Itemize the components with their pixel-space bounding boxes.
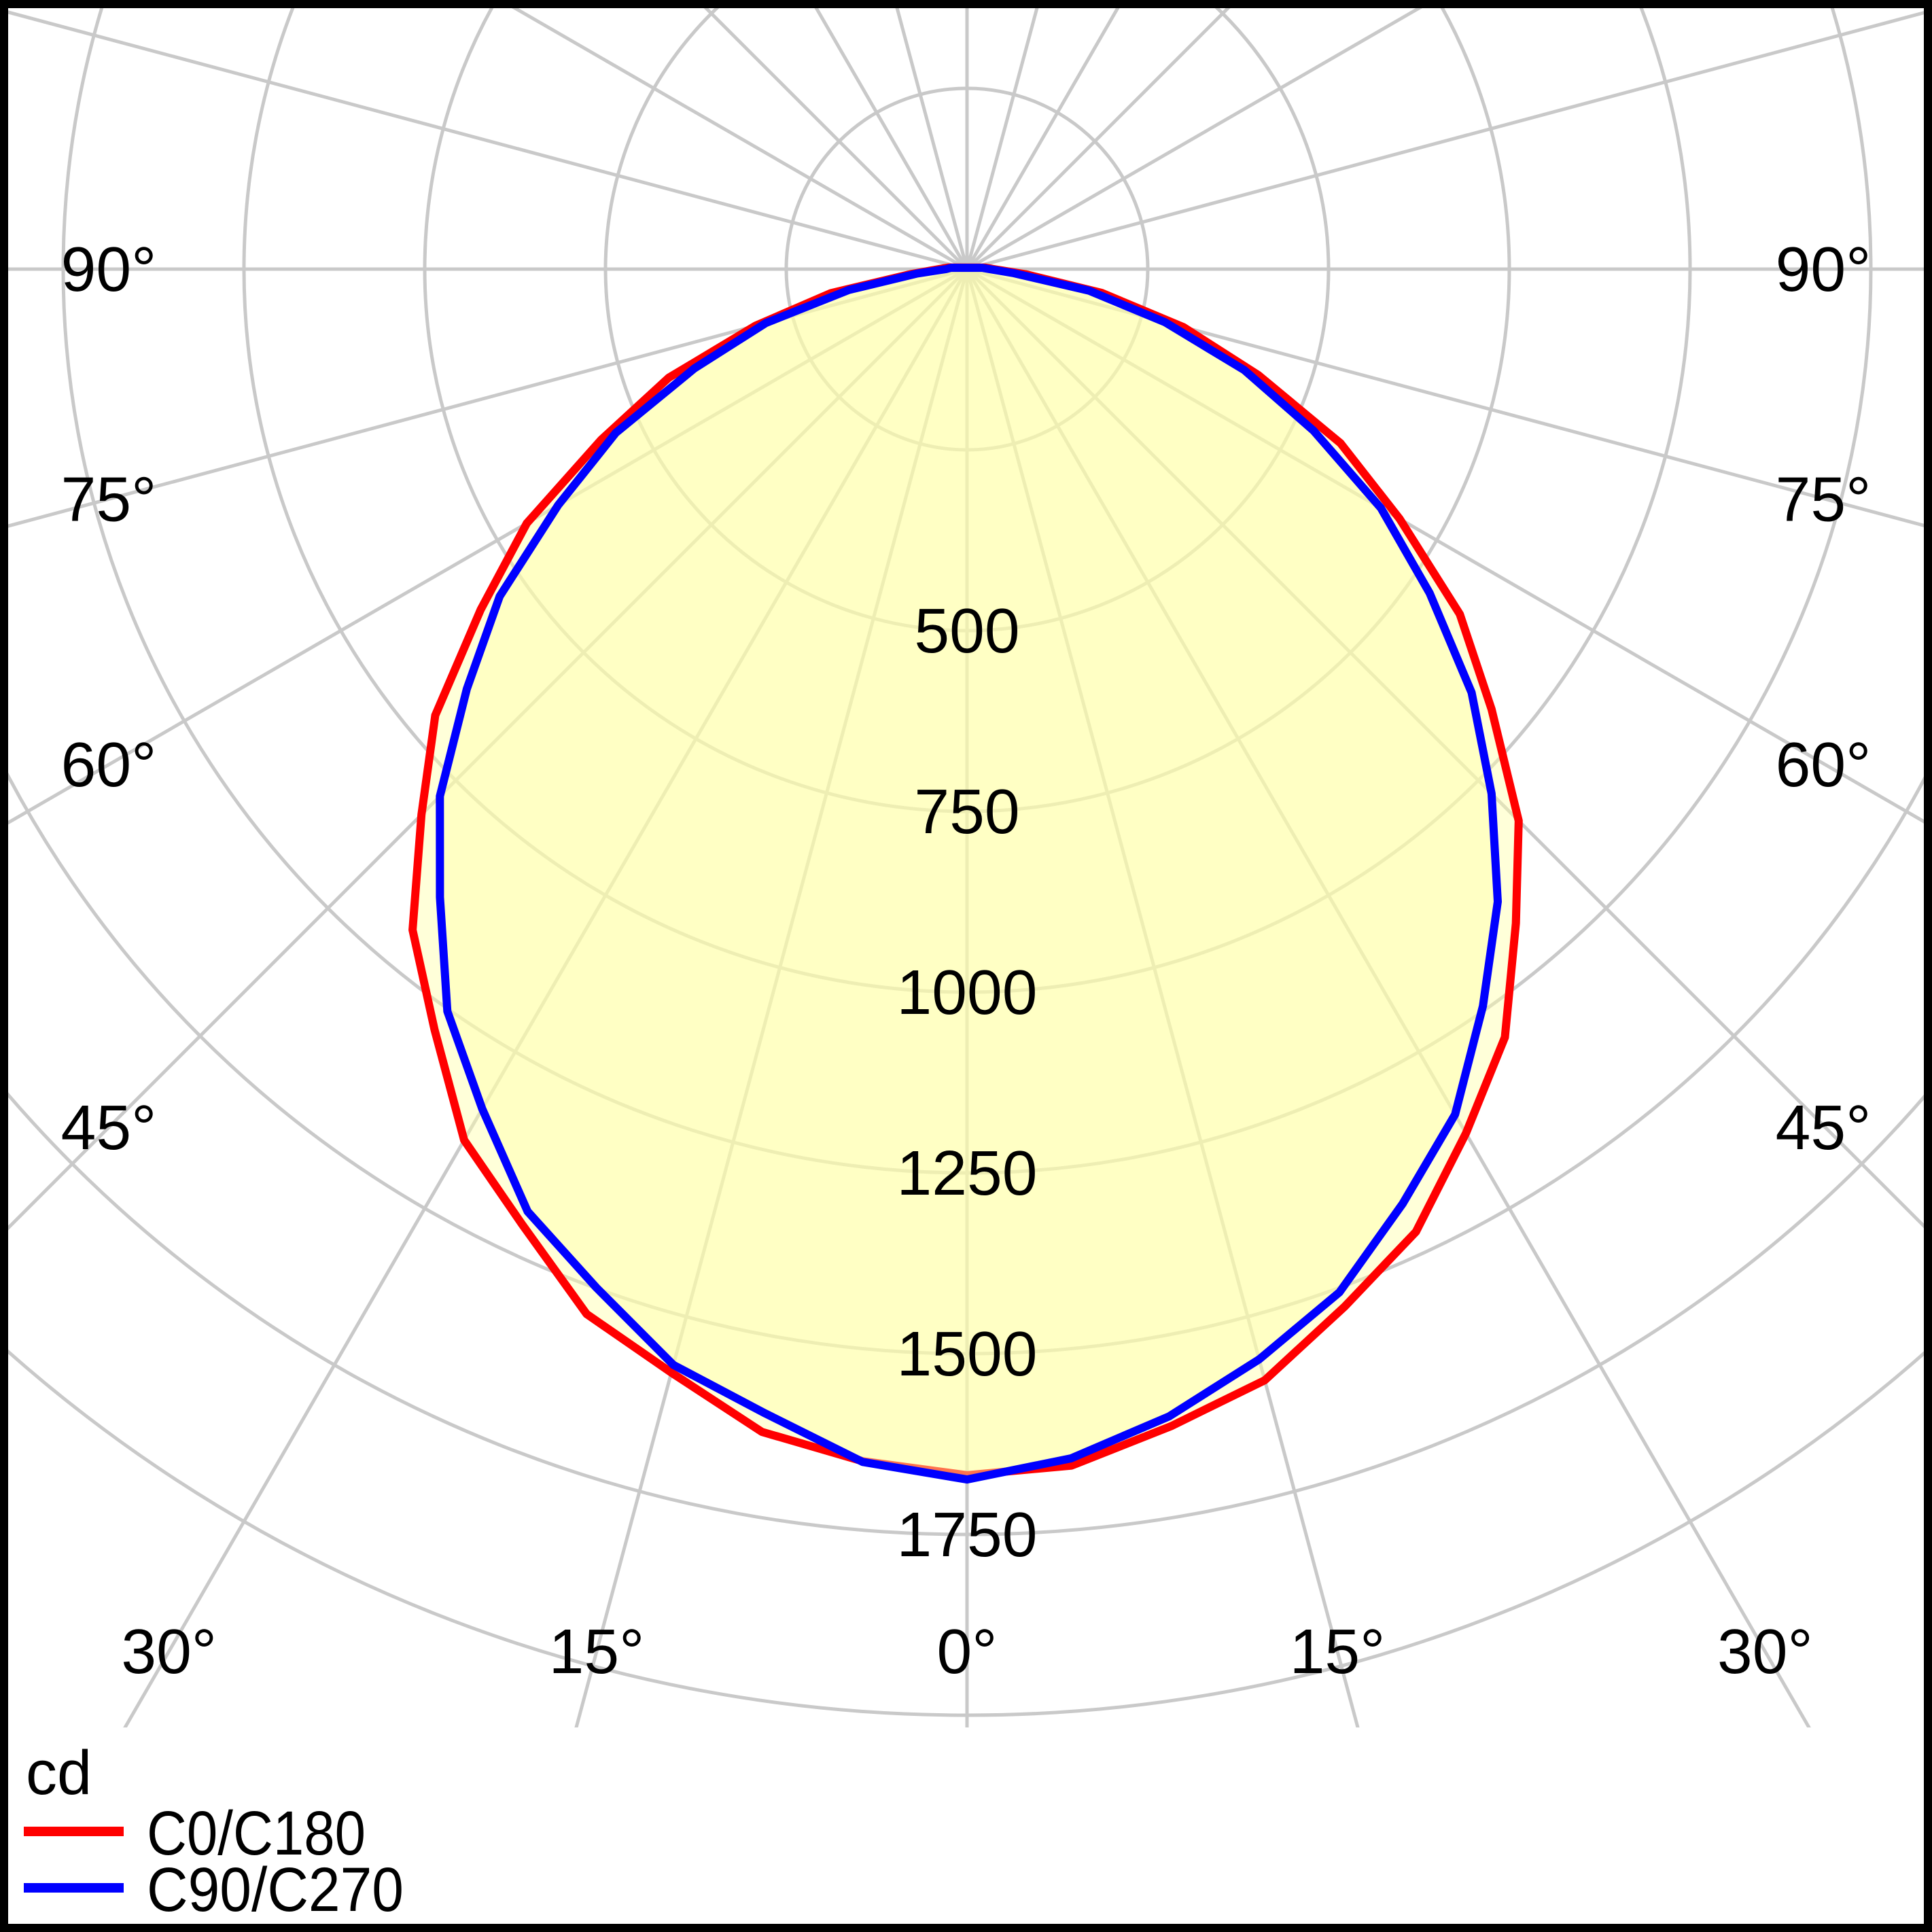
ring-value-label-500: 500 <box>914 595 1019 666</box>
grid-radial-60 <box>966 267 1925 824</box>
angle-label-15-right: 15° <box>1290 1616 1386 1687</box>
ring-value-label-750: 750 <box>914 776 1019 847</box>
ring-value-label-1250: 1250 <box>897 1138 1038 1208</box>
angle-label-75-right: 75° <box>1776 463 1872 534</box>
ring-value-label-1000: 1000 <box>897 957 1038 1028</box>
angle-label-75-left: 75° <box>61 463 157 534</box>
grid-radial-255 <box>7 10 968 271</box>
legend-unit-label: cd <box>26 1738 92 1808</box>
angle-label-30-left: 30° <box>121 1616 217 1687</box>
angle-label-45-left: 45° <box>61 1092 157 1163</box>
grid-radial-30 <box>965 268 1811 1727</box>
grid-radial-300 <box>7 267 968 826</box>
axis-labels: 500 750 1000 1250 1500 1750 90° 90° 75° 75° 60° 60°… <box>61 234 1872 1687</box>
angle-label-15-left: 15° <box>549 1616 645 1687</box>
grid-radial-285 <box>7 267 968 529</box>
angle-label-90-left: 90° <box>61 234 157 304</box>
grid-radial-45 <box>966 268 1925 1230</box>
curve-c90-c270 <box>436 264 1502 1484</box>
angle-label-45-right: 45° <box>1776 1092 1872 1163</box>
legend-label-c0-c180: C0/C180 <box>147 1799 366 1868</box>
ring-value-label-1750: 1750 <box>897 1499 1038 1570</box>
angle-label-0: 0° <box>937 1616 998 1687</box>
grid-radial-315 <box>7 268 968 1232</box>
grid-radial-240 <box>509 7 968 271</box>
angle-label-90-right: 90° <box>1776 234 1872 304</box>
grid-radial-15 <box>965 268 1360 1727</box>
grid-radial-75 <box>966 267 1925 528</box>
legend-label-c90-c270: C90/C270 <box>147 1855 404 1925</box>
angle-label-60-right: 60° <box>1776 729 1872 800</box>
ring-value-label-1500: 1500 <box>897 1318 1038 1389</box>
grid-radial-120 <box>966 7 1425 271</box>
angle-label-30-right: 30° <box>1717 1616 1813 1687</box>
legend: cd C0/C180 C90/C270 <box>24 1738 404 1925</box>
grid-radial-345 <box>574 268 969 1727</box>
grid-radial-105 <box>966 10 1925 271</box>
angle-label-60-left: 60° <box>61 729 157 800</box>
grid-radial-330 <box>123 268 969 1727</box>
intensity-curves <box>408 263 1523 1484</box>
